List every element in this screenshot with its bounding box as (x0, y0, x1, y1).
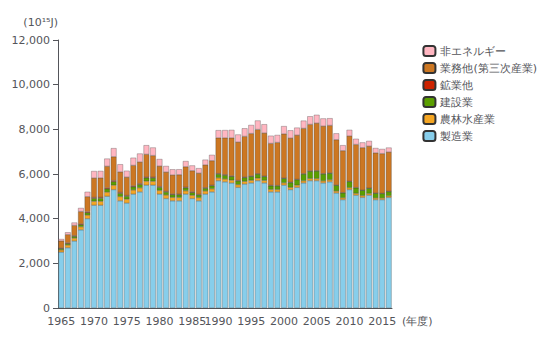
svg-text:4,000: 4,000 (19, 212, 51, 225)
svg-text:2005: 2005 (303, 315, 331, 328)
svg-text:建設業: 建設業 (439, 96, 473, 109)
svg-text:6,000: 6,000 (19, 168, 51, 181)
svg-text:2000: 2000 (270, 315, 298, 328)
svg-text:(10¹⁵J): (10¹⁵J) (23, 16, 58, 29)
svg-text:1985: 1985 (178, 315, 206, 328)
svg-text:1975: 1975 (113, 315, 141, 328)
svg-text:(年度): (年度) (402, 315, 433, 328)
svg-text:製造業: 製造業 (440, 130, 473, 143)
svg-text:8,000: 8,000 (19, 123, 51, 136)
svg-text:2,000: 2,000 (19, 257, 51, 270)
svg-text:1970: 1970 (80, 315, 108, 328)
svg-text:鉱業他: 鉱業他 (440, 79, 473, 92)
svg-text:非エネルギー: 非エネルギー (440, 45, 506, 58)
svg-text:農林水産業: 農林水産業 (440, 113, 495, 126)
svg-text:1980: 1980 (146, 315, 174, 328)
svg-text:0: 0 (43, 302, 50, 315)
svg-text:1965: 1965 (47, 315, 75, 328)
svg-text:2015: 2015 (368, 315, 396, 328)
svg-text:業務他(第三次産業): 業務他(第三次産業) (440, 62, 537, 75)
svg-text:12,000: 12,000 (12, 34, 51, 47)
svg-text:1990: 1990 (204, 315, 232, 328)
svg-text:1995: 1995 (237, 315, 265, 328)
svg-text:10,000: 10,000 (12, 78, 51, 91)
svg-text:2010: 2010 (335, 315, 363, 328)
